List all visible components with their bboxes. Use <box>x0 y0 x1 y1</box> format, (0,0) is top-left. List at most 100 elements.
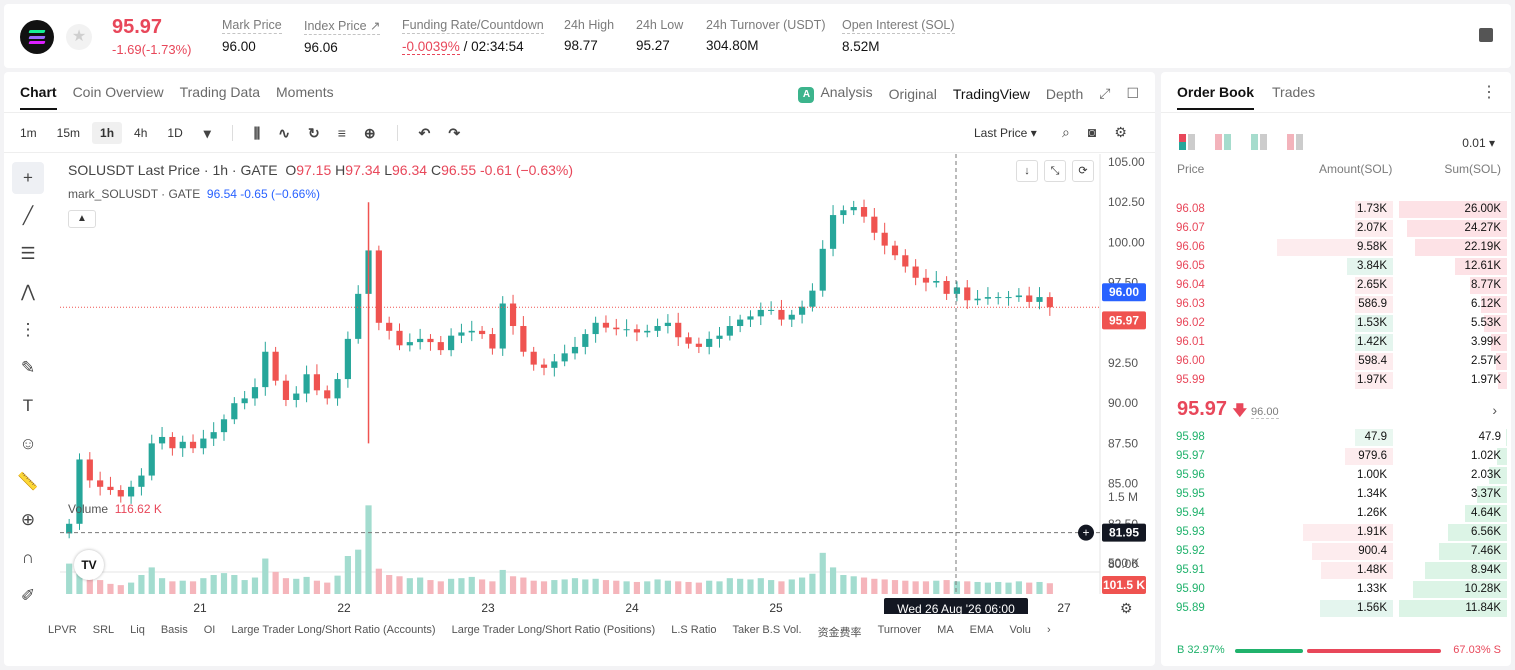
order-book-row[interactable]: 95.97 979.6 1.02K <box>1161 447 1511 466</box>
tab-trades[interactable]: Trades <box>1272 84 1316 100</box>
replay-icon[interactable]: ↻ <box>307 124 320 141</box>
order-book-row[interactable]: 96.01 1.42K 3.99K <box>1161 333 1511 352</box>
zoom-icon[interactable]: ⊕ <box>20 510 36 529</box>
ind-funding-rate[interactable]: 资金费率 <box>817 627 862 639</box>
stat-index-price[interactable]: Index Price ↗ 96.06 <box>304 19 381 55</box>
tf-1h[interactable]: 1h <box>92 122 123 144</box>
tab-order-book[interactable]: Order Book <box>1177 84 1255 110</box>
volume-bar <box>179 580 186 594</box>
order-book-row[interactable]: 96.08 1.73K 26.00K <box>1161 200 1511 219</box>
order-sum: 7.46K <box>1470 545 1501 557</box>
order-book-row[interactable]: 95.91 1.48K 8.94K <box>1161 561 1511 580</box>
brush-icon[interactable]: ✎ <box>20 358 36 377</box>
ind-turnover[interactable]: Turnover <box>877 624 922 636</box>
order-book-row[interactable]: 96.06 9.58K 22.19K <box>1161 238 1511 257</box>
expand-icon[interactable]: ⤢ <box>1099 85 1111 101</box>
chevron-right-icon[interactable]: › <box>1492 402 1497 418</box>
tab-trading-data[interactable]: Trading Data <box>179 84 261 100</box>
chevron-right-icon[interactable]: › <box>1046 624 1051 636</box>
ruler-icon[interactable]: 📏 <box>17 472 39 491</box>
ind-basis[interactable]: Basis <box>160 624 188 636</box>
order-book-row[interactable]: 95.99 1.97K 1.97K <box>1161 371 1511 390</box>
camera-icon[interactable]: ◙ <box>1087 124 1097 140</box>
ind-ltlsr-positions[interactable]: Large Trader Long/Short Ratio (Positions… <box>451 624 656 636</box>
document-icon[interactable] <box>1479 28 1493 42</box>
magnet-icon[interactable]: ∩ <box>21 548 35 567</box>
more-menu-icon[interactable]: ⋮ <box>1481 84 1497 101</box>
order-book-row[interactable]: 96.02 1.53K 5.53K <box>1161 314 1511 333</box>
order-book-row[interactable]: 95.96 1.00K 2.03K <box>1161 466 1511 485</box>
tf-15m[interactable]: 15m <box>56 126 81 140</box>
undo-icon[interactable]: ↶ <box>418 124 431 141</box>
redo-icon[interactable]: ↷ <box>448 124 461 141</box>
ind-taker-vol[interactable]: Taker B.S Vol. <box>732 624 802 636</box>
collapse-legend-button[interactable]: ▲ <box>68 210 96 228</box>
order-book-row[interactable]: 96.07 2.07K 24.27K <box>1161 219 1511 238</box>
order-book-row[interactable]: 96.03 586.9 6.12K <box>1161 295 1511 314</box>
order-book-row[interactable]: 95.95 1.34K 3.37K <box>1161 485 1511 504</box>
price-chart[interactable]: 105.00102.50100.0097.5095.0092.5090.0087… <box>60 154 1155 614</box>
order-book-row[interactable]: 95.92 900.4 7.46K <box>1161 542 1511 561</box>
tab-depth[interactable]: Depth <box>1045 85 1084 102</box>
favorite-star-icon[interactable]: ★ <box>66 24 92 50</box>
volume-bar <box>964 581 971 594</box>
sync-icon[interactable]: ⟳ <box>1072 160 1094 182</box>
last-price-select[interactable]: Last Price ▾ <box>974 126 1037 140</box>
tick-size-select[interactable]: 0.01 ▾ <box>1462 136 1495 150</box>
order-book-row[interactable]: 95.89 1.56K 11.84K <box>1161 599 1511 618</box>
tab-chart[interactable]: Chart <box>20 84 57 110</box>
chevron-down-icon[interactable]: ▾ <box>203 124 211 141</box>
templates-icon[interactable]: ≡ <box>337 125 346 141</box>
tradingview-logo-icon[interactable]: TV <box>74 550 104 580</box>
add-alert-icon[interactable]: ⊕ <box>363 124 376 141</box>
funding-rate-value[interactable]: -0.0039% <box>402 39 460 55</box>
arrow-down-icon[interactable]: ↓ <box>1016 160 1038 182</box>
gear-icon[interactable]: ⚙ <box>1114 124 1127 140</box>
order-book-row[interactable]: 96.00 598.4 2.57K <box>1161 352 1511 371</box>
order-book-row[interactable]: 95.94 1.26K 4.64K <box>1161 504 1511 523</box>
ind-ema[interactable]: EMA <box>969 624 994 636</box>
order-book-row[interactable]: 96.04 2.65K 8.77K <box>1161 276 1511 295</box>
order-book-row[interactable]: 95.93 1.91K 6.56K <box>1161 523 1511 542</box>
candle-type-icon[interactable]: ⫼ <box>253 124 261 141</box>
ind-ltlsr-accounts[interactable]: Large Trader Long/Short Ratio (Accounts) <box>231 624 436 636</box>
emoji-icon[interactable]: ☺ <box>19 434 37 453</box>
indicators-icon[interactable]: ∿ <box>278 124 290 141</box>
candle <box>633 329 641 333</box>
pen-lock-icon[interactable]: ✐ <box>20 586 36 605</box>
ind-lpvr[interactable]: LPVR <box>48 624 77 636</box>
mode-ask-icon[interactable] <box>1287 134 1305 150</box>
order-book-row[interactable]: 95.98 47.9 47.9 <box>1161 428 1511 447</box>
order-book-row[interactable]: 96.05 3.84K 12.61K <box>1161 257 1511 276</box>
crosshair-icon[interactable]: + <box>12 162 44 194</box>
candle <box>313 374 321 391</box>
ind-ls-ratio[interactable]: L.S Ratio <box>671 624 717 636</box>
ind-oi[interactable]: OI <box>203 624 216 636</box>
window-icon[interactable]: ☐ <box>1126 85 1139 101</box>
ind-volume[interactable]: Volu <box>1009 624 1031 636</box>
tab-analysis[interactable]: A Analysis <box>798 84 873 103</box>
mode-buy-icon[interactable] <box>1251 134 1269 150</box>
trendline-icon[interactable]: ╱ <box>22 206 34 225</box>
tab-tradingview[interactable]: TradingView <box>952 85 1030 102</box>
ind-ma[interactable]: MA <box>937 624 954 636</box>
tab-original[interactable]: Original <box>888 85 937 102</box>
mode-sell-icon[interactable] <box>1215 134 1233 150</box>
collapse-icon[interactable]: ⤡ <box>1044 160 1066 182</box>
text-icon[interactable]: T <box>22 396 34 415</box>
ind-liq[interactable]: Liq <box>130 624 145 636</box>
search-icon[interactable]: ⌕ <box>1062 124 1070 140</box>
pattern-icon[interactable]: ⋀ <box>21 282 35 301</box>
tab-coin-overview[interactable]: Coin Overview <box>72 84 164 100</box>
fib-icon[interactable]: ☰ <box>20 244 36 263</box>
tf-1d[interactable]: 1D <box>167 126 183 140</box>
chart-settings-icon[interactable]: ⚙ <box>1120 600 1133 616</box>
sum-depth-bar <box>1476 486 1507 503</box>
mode-both-icon[interactable] <box>1179 134 1197 150</box>
tf-4h[interactable]: 4h <box>134 126 148 140</box>
forecast-icon[interactable]: ⋮ <box>19 320 37 339</box>
tf-1m[interactable]: 1m <box>20 126 37 140</box>
tab-moments[interactable]: Moments <box>276 84 334 100</box>
ind-srl[interactable]: SRL <box>92 624 115 636</box>
order-book-row[interactable]: 95.90 1.33K 10.28K <box>1161 580 1511 599</box>
